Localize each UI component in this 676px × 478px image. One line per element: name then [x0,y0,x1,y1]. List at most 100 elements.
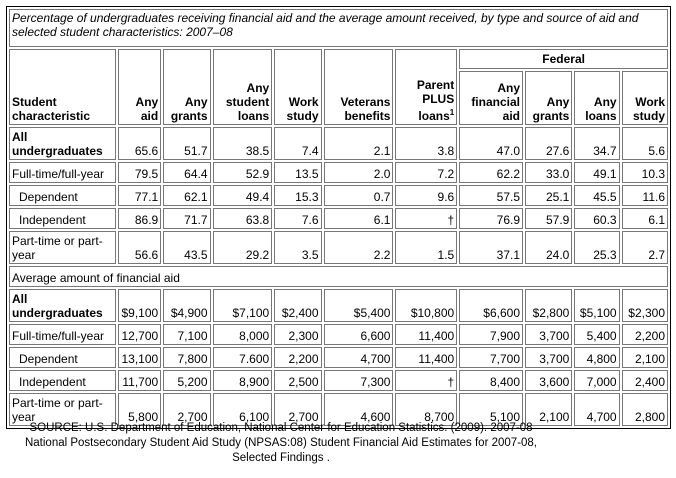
column-header-label: Any grants [170,95,208,123]
table-cell: 71.7 [163,208,211,229]
section-header-average-amount: Average amount of financial aid [9,266,668,287]
row-label: Dependent [9,185,116,206]
table-cell: 3.5 [274,231,322,264]
table-cell: 8,700 [395,393,458,426]
table-cell: 63.8 [212,208,273,229]
column-header: Any loans [574,71,620,125]
column-header: Work study [274,49,322,125]
table-cell: 60.3 [574,208,620,229]
table-cell: 4,700 [323,347,394,368]
table-cell: 3,600 [525,370,573,391]
table-cell: 7.2 [395,162,458,183]
table-cell: 56.6 [118,231,162,264]
table-cell: 11,400 [395,347,458,368]
table-cell: $10,800 [395,289,458,322]
column-header: Work study [621,71,668,125]
table-cell: 2,300 [274,324,322,345]
table-cell: 2,100 [621,347,668,368]
table-cell: $9,100 [118,289,162,322]
table-cell: 1.5 [395,231,458,264]
table-cell: 29.2 [212,231,273,264]
table-cell: $2,800 [525,289,573,322]
table-cell: 7,700 [459,347,523,368]
table-cell: † [395,370,458,391]
table-cell: 8,000 [212,324,273,345]
table-cell: 4,700 [574,393,620,426]
row-label: All undergraduates [9,289,116,322]
source-note: SOURCE: U.S. Department of Education, Na… [0,421,562,466]
table-cell: 37.1 [459,231,523,264]
table-cell: 52.9 [212,162,273,183]
table-cell: 3.8 [395,127,458,160]
header-federal: Federal [459,49,668,69]
table-row: Part-time or part-year 5,800 2,700 6,100 2,7… [9,393,668,426]
table-cell: 6,100 [212,393,273,426]
row-label: All undergraduates [9,127,116,160]
table-cell: $5,400 [323,289,394,322]
column-header: Any student loans [212,49,273,125]
table-row: All undergraduates $9,100 $4,900 $7,100 $2,4… [9,289,668,322]
table-cell: 6.1 [323,208,394,229]
table-cell: 77.1 [118,185,162,206]
table-cell: 15.3 [274,185,322,206]
table-cell: 5,200 [163,370,211,391]
table-caption: Percentage of undergraduates receiving f… [9,9,668,47]
table-cell: 24.0 [525,231,573,264]
table-cell: 3,700 [525,324,573,345]
footnote-marker: 1 [449,108,455,117]
table-cell: 2,700 [274,393,322,426]
table-cell: 7.6 [274,208,322,229]
table-row: Full-time/full-year 12,700 7,100 8,000 2,300… [9,324,668,345]
table-cell: 4,600 [323,393,394,426]
table-cell: 57.5 [459,185,523,206]
table-cell: 79.5 [118,162,162,183]
source-line: National Postsecondary Student Aid Study… [24,437,538,449]
table-cell: 47.0 [459,127,523,160]
source-line: Selected Findings . [232,452,330,464]
table-cell: 5,100 [459,393,523,426]
column-header-label: Any student loans [225,81,270,123]
table-cell: 7.600 [212,347,273,368]
table-cell: 8,400 [459,370,523,391]
column-header: Any grants [525,71,573,125]
column-header: Parent PLUS loans1 [395,49,458,125]
row-label: Full-time/full-year [9,162,116,183]
table-cell: 2.0 [323,162,394,183]
table-cell: $2,300 [621,289,668,322]
table-cell: 64.4 [163,162,211,183]
table-cell: $5,100 [574,289,620,322]
table-cell: 62.1 [163,185,211,206]
table-cell: † [395,208,458,229]
row-label: Part-time or part-year [9,393,116,426]
column-header-label: Veterans benefits [340,95,391,123]
table-cell: 2,800 [621,393,668,426]
table-cell: 5.6 [621,127,668,160]
column-header-label: Work study [286,95,319,123]
table-cell: 2,700 [163,393,211,426]
table-cell: 49.4 [212,185,273,206]
table-cell: 8,900 [212,370,273,391]
row-label: Dependent [9,347,116,368]
table-cell: 9.6 [395,185,458,206]
table-cell: 2.2 [323,231,394,264]
table-cell: 12,700 [118,324,162,345]
table-cell: 7,100 [163,324,211,345]
table-cell: 76.9 [459,208,523,229]
table-row: Full-time/full-year 79.5 64.4 52.9 13.5 2.0 7.… [9,162,668,183]
table-cell: 49.1 [574,162,620,183]
table-cell: 2,100 [525,393,573,426]
column-header: Veterans benefits [323,49,394,125]
table-cell: 38.5 [212,127,273,160]
table-cell: 10.3 [621,162,668,183]
table-cell: 3,700 [525,347,573,368]
table-cell: 7,000 [574,370,620,391]
table-cell: 62.2 [459,162,523,183]
table-cell: 4,800 [574,347,620,368]
table-cell: 51.7 [163,127,211,160]
table-cell: 7,300 [323,370,394,391]
table-cell: 11.6 [621,185,668,206]
source-line: SOURCE: U.S. Department of Education, Na… [29,422,533,434]
table-cell: 6,600 [323,324,394,345]
table-cell: 25.1 [525,185,573,206]
row-label: Full-time/full-year [9,324,116,345]
